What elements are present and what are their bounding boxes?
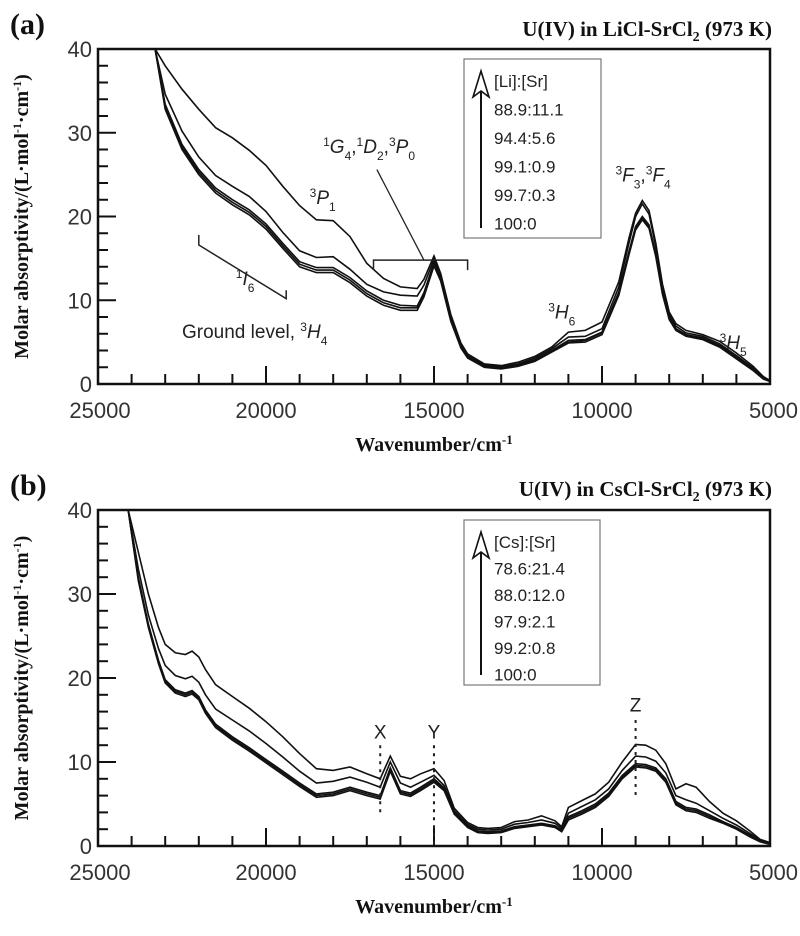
annotation-label: X <box>374 722 387 743</box>
arrow-up-icon <box>471 68 491 100</box>
x-tick-label: 10000 <box>571 860 632 885</box>
x-axis-title: Wavenumber/cm-1 <box>355 894 513 918</box>
legend-entry: 88.9:11.1 <box>494 101 564 120</box>
x-tick-label: 20000 <box>235 860 296 885</box>
annotations: X Y Z <box>374 696 642 846</box>
y-tick-label: 10 <box>68 750 92 775</box>
y-tick-label: 30 <box>68 582 92 607</box>
y-tick-label: 0 <box>80 834 92 859</box>
x-tick-label: 15000 <box>403 398 464 423</box>
legend-entry: 97.9:2.1 <box>494 613 555 632</box>
legend-entry: 99.1:0.9 <box>494 158 555 177</box>
legend-header: [Li]:[Sr] <box>494 72 548 91</box>
x-axis-title: Wavenumber/cm-1 <box>355 432 513 456</box>
bracket-1I6 <box>198 234 287 300</box>
annotation-label: 1G4,1D2,3P0 <box>323 135 415 163</box>
panel-label: (a) <box>10 8 45 41</box>
chart-title: U(IV) in LiCl-SrCl2 (973 K) <box>522 17 772 45</box>
bracket-1G4-1D2-3P0 <box>372 259 469 271</box>
y-tick-label: 40 <box>68 498 92 523</box>
legend-entry: 94.4:5.6 <box>494 129 555 148</box>
legend-entry: 99.7:0.3 <box>494 186 555 205</box>
series-line-100-0 <box>127 510 770 846</box>
annotation-label: Ground level, 3H4 <box>182 320 328 348</box>
annotation-label: 1I6 <box>236 267 255 295</box>
series-group <box>154 49 770 383</box>
annotations: Ground level, 3H4 1I6 3P1 1G4,1D2,3P0 3H6 3F3… <box>182 135 747 359</box>
legend: [Li]:[Sr] 88.9:11.1 94.4:5.6 99.1:0.9 99.7:0… <box>463 58 602 239</box>
chart-panel-a: (a) U(IV) in LiCl-SrCl2 (973 K) 0 10 20 30 40 2… <box>10 8 798 456</box>
annotation-label: 3H6 <box>548 301 575 329</box>
annotation-label: 3P1 <box>310 186 336 214</box>
panel-label: (b) <box>10 469 47 502</box>
arrow-up-icon <box>471 529 491 561</box>
y-tick-label: 0 <box>80 372 92 397</box>
legend-entry: 100:0 <box>494 666 537 685</box>
x-tick-label: 25000 <box>69 398 130 423</box>
legend: [Cs]:[Sr] 78.6:21.4 88.0:12.0 97.9:2.1 99.2:… <box>463 519 601 686</box>
legend-entry: 78.6:21.4 <box>494 560 565 579</box>
legend-entry: 88.0:12.0 <box>494 586 565 605</box>
bracket-leader-line <box>376 169 425 261</box>
y-tick-label: 20 <box>68 666 92 691</box>
x-tick-label: 5000 <box>749 860 798 885</box>
x-tick-label: 20000 <box>235 398 296 423</box>
x-tick-label: 25000 <box>69 860 130 885</box>
x-tick-label: 5000 <box>749 398 798 423</box>
annotation-label: Z <box>630 696 642 717</box>
legend-box <box>463 519 601 686</box>
annotation-label: 3H5 <box>720 331 747 359</box>
x-tick-label: 15000 <box>403 860 464 885</box>
legend-header: [Cs]:[Sr] <box>494 533 555 552</box>
annotation-label: 3F3,3F4 <box>615 163 671 191</box>
y-axis-title: Molar absorptivity/(L·mol-1·cm-1) <box>10 536 33 821</box>
chart-panel-b: (b) U(IV) in CsCl-SrCl2 (973 K) 0 10 20 30 40 2… <box>10 469 798 918</box>
y-tick-label: 30 <box>68 121 92 146</box>
y-tick-label: 10 <box>68 288 92 313</box>
series-line-78-6-21-4 <box>127 510 770 844</box>
legend-entry: 99.2:0.8 <box>494 639 555 658</box>
y-axis-title: Molar absorptivity/(L·mol-1·cm-1) <box>10 74 33 359</box>
annotation-label: Y <box>428 722 441 743</box>
series-group <box>127 510 770 846</box>
x-tick-label: 10000 <box>571 398 632 423</box>
legend-entry: 100:0 <box>494 215 537 234</box>
series-line-100-0 <box>154 49 770 383</box>
y-tick-label: 20 <box>68 205 92 230</box>
y-tick-label: 40 <box>68 37 92 62</box>
chart-title: U(IV) in CsCl-SrCl2 (973 K) <box>519 477 772 505</box>
